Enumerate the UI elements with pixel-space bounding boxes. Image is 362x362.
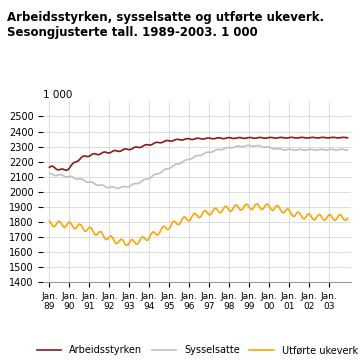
- Sysselsatte: [315, 148, 320, 152]
- Sysselsatte: [245, 143, 250, 147]
- Sysselsatte: [109, 185, 113, 189]
- Sysselsatte: [52, 173, 56, 178]
- Line: Sysselsatte: Sysselsatte: [50, 145, 348, 188]
- Text: 1 000: 1 000: [43, 89, 73, 100]
- Arbeidsstyrken: [162, 139, 167, 143]
- Sysselsatte: [345, 148, 350, 152]
- Arbeidsstyrken: [313, 136, 318, 140]
- Utførte ukeverk: [82, 229, 87, 233]
- Sysselsatte: [82, 178, 87, 183]
- Utførte ukeverk: [124, 243, 128, 248]
- Sysselsatte: [115, 186, 120, 190]
- Arbeidsstyrken: [320, 135, 325, 139]
- Utførte ukeverk: [338, 212, 343, 217]
- Sysselsatte: [338, 147, 343, 151]
- Utførte ukeverk: [52, 224, 56, 229]
- Legend: Arbeidsstyrken, Sysselsatte, Utførte ukeverk: Arbeidsstyrken, Sysselsatte, Utførte uke…: [33, 341, 362, 359]
- Arbeidsstyrken: [345, 136, 350, 140]
- Line: Arbeidsstyrken: Arbeidsstyrken: [50, 137, 348, 170]
- Utførte ukeverk: [47, 219, 52, 223]
- Utførte ukeverk: [345, 216, 350, 220]
- Arbeidsstyrken: [64, 168, 68, 172]
- Arbeidsstyrken: [338, 135, 343, 140]
- Arbeidsstyrken: [47, 165, 52, 169]
- Line: Utførte ukeverk: Utførte ukeverk: [50, 204, 348, 245]
- Utførte ukeverk: [315, 214, 320, 218]
- Utførte ukeverk: [109, 234, 113, 238]
- Utførte ukeverk: [162, 224, 167, 228]
- Sysselsatte: [162, 168, 167, 172]
- Utførte ukeverk: [256, 202, 260, 206]
- Arbeidsstyrken: [52, 165, 56, 170]
- Text: Arbeidsstyrken, sysselsatte og utførte ukeverk. Sesongjusterte tall. 1989-2003. : Arbeidsstyrken, sysselsatte og utførte u…: [7, 11, 324, 39]
- Arbeidsstyrken: [84, 154, 88, 159]
- Sysselsatte: [47, 172, 52, 176]
- Arbeidsstyrken: [110, 149, 115, 153]
